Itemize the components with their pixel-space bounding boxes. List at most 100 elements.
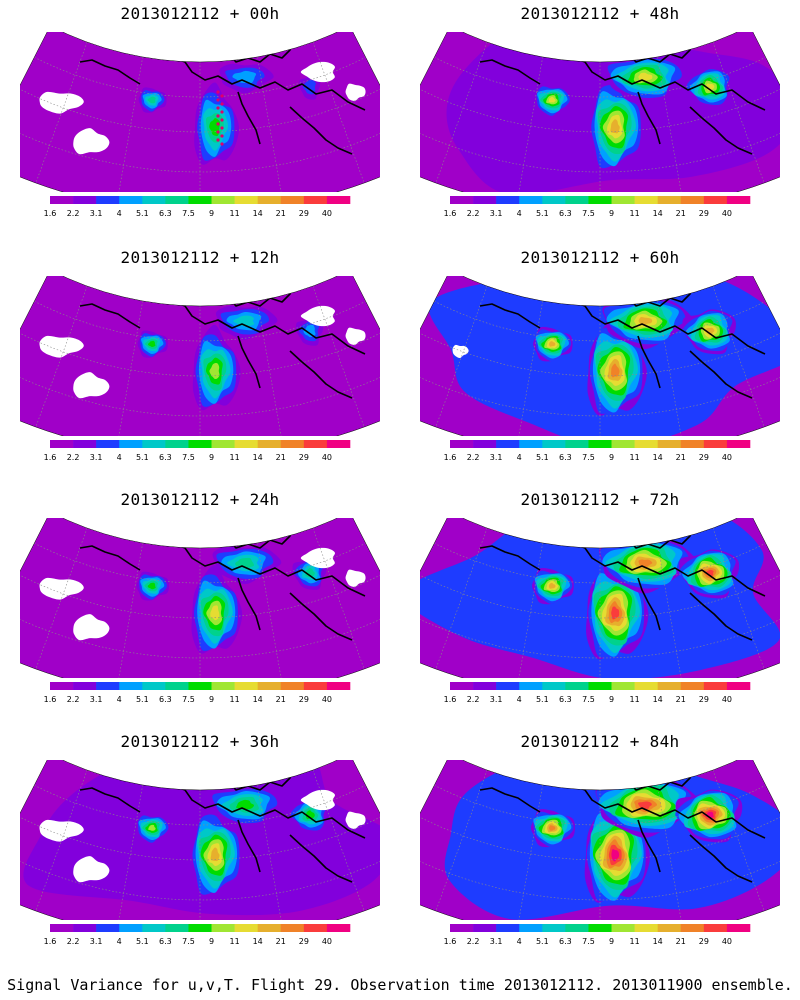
colorbar-swatch <box>165 682 189 690</box>
panel-48h: 2013012112 + 48h 1.6 2.2 3.1 4 5.1 6.3 7.5 9 11 1… <box>410 4 790 244</box>
colorbar-swatch <box>565 924 589 932</box>
colorbar-swatch <box>588 196 612 204</box>
colorbar-swatch <box>257 924 282 932</box>
colorbar-swatch <box>165 440 189 448</box>
colorbar-tick-label: 3.1 <box>490 209 503 218</box>
colorbar-swatch <box>211 196 235 204</box>
colorbar-tick-label: 21 <box>276 695 286 704</box>
colorbar-swatch <box>73 440 97 448</box>
variance-map <box>420 32 780 192</box>
variance-contour <box>611 363 620 378</box>
observation-point <box>216 90 220 94</box>
colorbar-swatch <box>119 924 143 932</box>
variance-contour <box>610 119 620 134</box>
coastline <box>79 59 141 85</box>
graticule-meridian <box>35 769 88 912</box>
colorbar-tick-label: 2.2 <box>467 937 480 946</box>
colorbar-swatch <box>188 924 212 932</box>
panel-title: 2013012112 + 12h <box>120 248 280 267</box>
graticule-meridian <box>435 527 488 670</box>
colorbar-swatch <box>657 440 682 448</box>
colorbar-tick-label: 11 <box>230 453 240 462</box>
colorbar-tick-label: 4 <box>517 937 522 946</box>
graticule-parallel <box>420 367 780 417</box>
colorbar-swatch <box>96 440 120 448</box>
colorbar-swatch <box>657 924 682 932</box>
variance-contour <box>210 605 220 621</box>
colorbar-tick-label: 40 <box>322 937 332 946</box>
colorbar-tick-label: 9 <box>209 453 214 462</box>
masked-region <box>39 819 84 842</box>
panel-36h: 2013012112 + 36h 1.6 2.2 3.1 4 5.1 6.3 7.5 9 11 1… <box>10 732 390 972</box>
panel-84h: 2013012112 + 84h 1.6 2.2 3.1 4 5.1 6.3 7.5 9 11 1… <box>410 732 790 972</box>
colorbar-tick-label: 1.6 <box>44 209 57 218</box>
variance-contour <box>147 340 156 348</box>
colorbar-swatch <box>165 924 189 932</box>
colorbar-tick-label: 6.3 <box>559 209 572 218</box>
colorbar-tick-label: 5.1 <box>536 937 549 946</box>
colorbar-swatch <box>188 440 212 448</box>
colorbar-tick-label: 11 <box>230 695 240 704</box>
colorbar-tick-label: 4 <box>117 695 122 704</box>
colorbar-tick-label: 2.2 <box>467 453 480 462</box>
colorbar-tick-label: 3.1 <box>90 453 103 462</box>
colorbar-swatch <box>326 196 351 204</box>
observation-point <box>220 142 224 146</box>
graticule-meridian <box>312 41 365 184</box>
panel-title: 2013012112 + 60h <box>520 248 680 267</box>
colorbar-tick-label: 5.1 <box>136 937 149 946</box>
masked-region <box>39 577 84 600</box>
colorbar-swatch <box>450 196 474 204</box>
colorbar-swatch <box>50 924 74 932</box>
variance-contour <box>147 582 156 590</box>
colorbar-swatch <box>496 440 520 448</box>
colorbar-tick-label: 7.5 <box>582 695 595 704</box>
colorbar-swatch <box>680 924 705 932</box>
colorbar-swatch <box>496 682 520 690</box>
colorbar-swatch <box>657 682 682 690</box>
colorbar-swatch <box>119 440 143 448</box>
colorbar-tick-label: 14 <box>253 209 263 218</box>
colorbar-tick-label: 21 <box>676 937 686 946</box>
graticule-parallel <box>20 123 380 173</box>
colorbar-swatch <box>96 682 120 690</box>
variance-contour <box>549 341 556 347</box>
map-border <box>420 276 780 436</box>
coastline <box>79 545 141 571</box>
graticule-parallel <box>434 56 766 98</box>
colorbar: 1.6 2.2 3.1 4 5.1 6.3 7.5 9 11 14 21 29 40 <box>44 924 351 946</box>
variance-map <box>20 760 380 920</box>
colorbar-tick-label: 21 <box>676 695 686 704</box>
masked-region <box>345 83 366 101</box>
colorbar-swatch <box>73 196 97 204</box>
masked-region <box>300 789 335 811</box>
colorbar-swatch <box>303 440 328 448</box>
colorbar-swatch <box>588 682 612 690</box>
colorbar-tick-label: 4 <box>117 937 122 946</box>
colorbar-tick-label: 9 <box>609 453 614 462</box>
colorbar-tick-label: 2.2 <box>467 209 480 218</box>
graticule-meridian <box>516 56 543 192</box>
graticule-meridian <box>257 56 284 192</box>
colorbar-swatch <box>496 196 520 204</box>
graticule-parallel <box>34 56 366 98</box>
colorbar-swatch <box>234 682 258 690</box>
colorbar-tick-label: 6.3 <box>559 937 572 946</box>
coastline <box>637 335 661 389</box>
variance-map <box>420 760 780 920</box>
colorbar-tick-label: 9 <box>609 209 614 218</box>
colorbar-swatch <box>542 440 566 448</box>
colorbar-swatch <box>280 924 305 932</box>
variance-map <box>20 32 380 192</box>
graticule-parallel <box>434 300 766 342</box>
colorbar-swatch <box>96 924 120 932</box>
colorbar-tick-label: 11 <box>630 937 640 946</box>
colorbar-tick-label: 7.5 <box>182 937 195 946</box>
graticule-meridian <box>712 41 765 184</box>
colorbar-swatch <box>703 440 728 448</box>
colorbar-tick-label: 2.2 <box>67 937 80 946</box>
colorbar-swatch <box>634 440 658 448</box>
variance-contour <box>233 315 255 327</box>
colorbar-tick-label: 1.6 <box>44 695 57 704</box>
colorbar-tick-label: 7.5 <box>582 453 595 462</box>
